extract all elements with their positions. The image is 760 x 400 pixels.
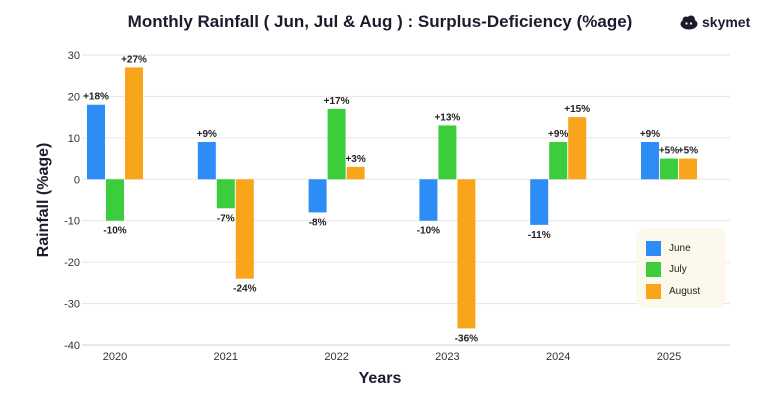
y-tick-label: 20 (68, 91, 80, 103)
bar-july-2023 (438, 125, 457, 180)
bar-august-2020 (125, 67, 143, 180)
x-tick-label: 2022 (324, 351, 348, 363)
chart-title: Monthly Rainfall ( Jun, Jul & Aug ) : Su… (127, 12, 633, 31)
data-label: +5% (678, 146, 698, 157)
bar-july-2024 (549, 142, 568, 180)
legend-item-august: August (646, 284, 700, 299)
data-label: -11% (528, 230, 551, 241)
y-tick-label: -30 (64, 299, 80, 311)
bar-june-2022 (308, 179, 327, 213)
legend-swatch-august (646, 284, 661, 299)
y-tick-label: -20 (64, 257, 80, 269)
legend-swatch-july (646, 262, 661, 277)
bar-august-2021 (235, 179, 254, 279)
y-axis-title: Rainfall (%age) (35, 143, 52, 258)
bar-july-2021 (216, 179, 235, 209)
x-tick-label: 2024 (546, 351, 570, 363)
bar-june-2020 (87, 104, 105, 180)
bar-august-2022 (346, 166, 365, 180)
data-label: +5% (659, 146, 679, 157)
data-label: +13% (434, 112, 460, 123)
y-tick-label: -10 (64, 216, 80, 228)
bar-june-2023 (419, 179, 438, 221)
data-label: -24% (233, 284, 256, 295)
legend-label-august: August (669, 286, 701, 297)
bar-august-2023 (457, 179, 476, 329)
bar-june-2024 (530, 179, 549, 225)
legend-item-june: June (646, 241, 691, 256)
legend-label-july: July (669, 264, 687, 275)
data-label: +3% (345, 154, 365, 165)
data-label: -10% (417, 226, 440, 237)
x-axis-title: Years (359, 370, 402, 387)
logo-text: skymet (702, 14, 751, 30)
legend-item-july: July (646, 262, 687, 277)
bar-august-2024 (568, 117, 587, 180)
data-label: +27% (121, 54, 147, 65)
x-tick-label: 2023 (435, 351, 459, 363)
bar-june-2021 (197, 142, 216, 180)
legend-swatch-june (646, 241, 661, 256)
data-label: +9% (640, 129, 660, 140)
bar-july-2022 (327, 108, 346, 180)
skymet-logo: skymet (680, 14, 750, 30)
data-label: +9% (197, 129, 217, 140)
y-tick-label: -40 (64, 340, 80, 352)
data-label: +17% (324, 96, 350, 107)
x-tick-label: 2020 (103, 351, 127, 363)
data-label: +18% (83, 92, 109, 103)
data-label: +9% (548, 129, 568, 140)
data-label: +15% (564, 104, 590, 115)
data-label: -8% (309, 217, 327, 228)
legend: June July August (636, 228, 726, 308)
data-label: -7% (217, 213, 235, 224)
data-label: -36% (455, 333, 478, 344)
bar-july-2020 (106, 179, 124, 221)
y-tick-label: 0 (74, 174, 80, 186)
cloud-face-icon (680, 15, 698, 29)
data-label: -10% (103, 226, 126, 237)
bar-july-2025 (660, 158, 678, 180)
x-tick-label: 2021 (214, 351, 238, 363)
bar-august-2025 (679, 158, 697, 180)
y-tick-label: 30 (68, 50, 80, 62)
y-tick-label: 10 (68, 133, 80, 145)
bar-june-2025 (641, 142, 659, 180)
legend-label-june: June (669, 243, 691, 254)
x-tick-label: 2025 (657, 351, 681, 363)
